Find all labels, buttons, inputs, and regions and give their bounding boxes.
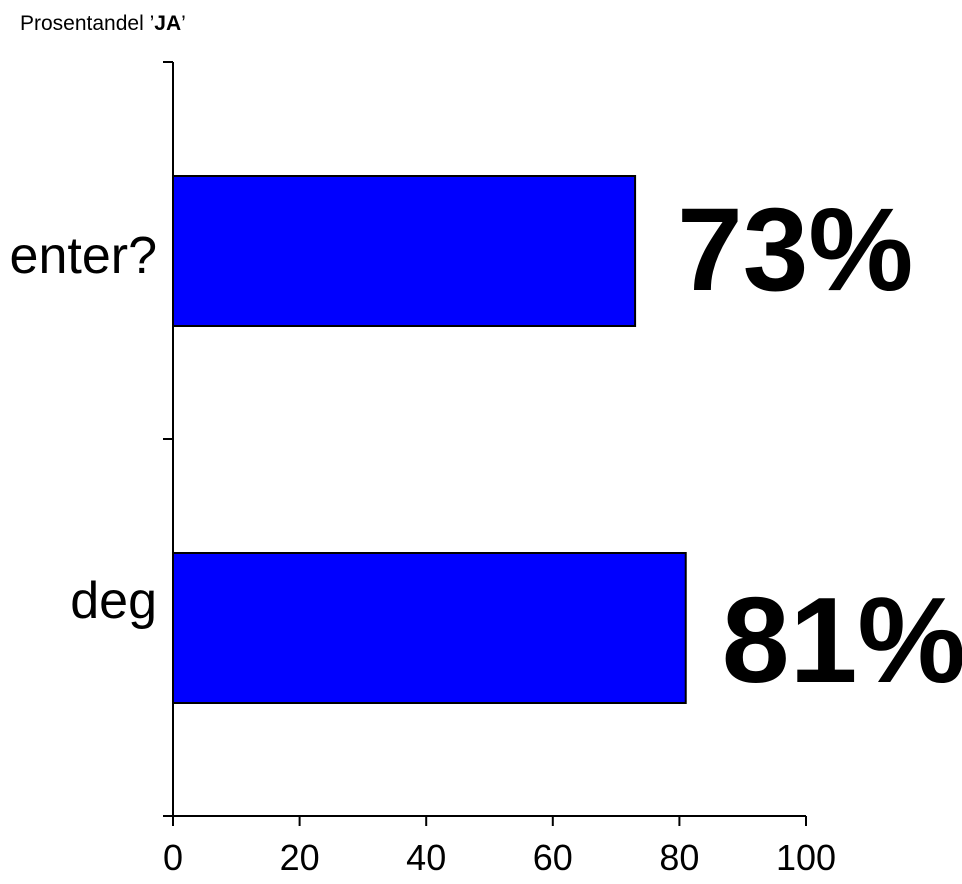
bar-1 — [172, 175, 637, 327]
x-tick-label: 80 — [659, 837, 699, 878]
x-tick-label: 100 — [776, 837, 836, 878]
bar-2 — [172, 552, 687, 704]
x-tick-labels-group: 0 20 40 60 80 100 — [163, 837, 836, 878]
chart-title-prefix: Prosentandel ’ — [20, 12, 155, 35]
bars-group — [172, 175, 687, 704]
data-label: 73% — [677, 184, 913, 316]
chart-title-bold: JA — [154, 12, 182, 35]
category-labels-group: enter? deg — [10, 227, 157, 630]
x-tick-label: 0 — [163, 837, 183, 878]
category-label: enter? — [10, 227, 157, 285]
chart-title-suffix: ’ — [181, 12, 186, 35]
x-tick-label: 20 — [280, 837, 320, 878]
data-label: 81% — [722, 572, 962, 708]
category-label: deg — [70, 572, 157, 630]
x-tick-label: 40 — [406, 837, 446, 878]
data-labels-group: 73% 81% — [677, 184, 962, 708]
x-tick-label: 60 — [533, 837, 573, 878]
chart-title: Prosentandel ’JA’ — [20, 12, 186, 36]
axes-group — [163, 61, 807, 826]
